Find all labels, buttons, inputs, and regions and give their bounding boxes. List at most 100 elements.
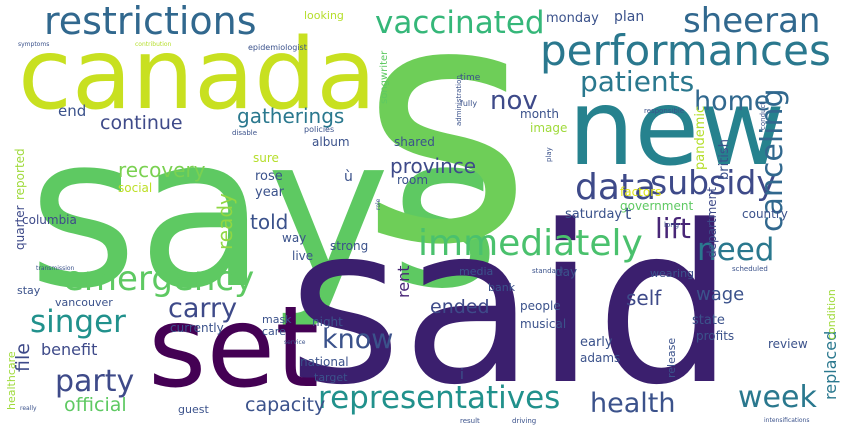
word-performances: performances [540,26,831,75]
word-nov: nov [490,86,538,116]
word-capacity: capacity [245,394,326,416]
word-transmission: transmission [36,265,75,272]
word-standard: standard [532,267,564,275]
word-fully: fully [460,99,478,108]
word-rose: rose [255,169,283,184]
word-new: new [568,67,786,189]
word-stay: stay [17,284,41,297]
word-songwriter: songwriter [379,50,390,104]
word-country: country [742,207,788,221]
word-wearing: wearing [650,267,695,280]
word-room: room [397,173,429,187]
word-i: i [460,367,464,383]
word-home: home [694,86,771,117]
word-data: data [575,167,657,208]
word-ended: ended [430,296,490,318]
word-replaced: replaced [821,330,840,400]
word-official: official [64,394,127,416]
word-week: week [738,380,817,415]
word-profits: profits [696,329,735,343]
word-symptoms: symptoms [18,41,50,48]
word-saturday: saturday [565,207,623,222]
word-strong: strong [330,239,369,253]
word-s: s [360,0,532,317]
word-need: need [697,232,775,268]
word-really: really [20,405,37,412]
word-continue: continue [100,112,183,134]
word-play: play [545,147,553,162]
word-epidemiologist: epidemiologist [248,43,307,52]
word-government: government [620,199,694,213]
word-contribution: contribution [135,41,172,48]
word-told: told [250,210,289,234]
word-care: care [262,325,286,338]
word-month: month [520,107,559,121]
word-album: album [312,135,350,149]
word-patients: patients [580,65,695,98]
word-columbia: columbia [22,213,77,227]
word-british: british [717,139,732,180]
word-scheduled: scheduled [732,265,768,273]
word-driving: driving [512,417,537,425]
word-year: year [255,185,285,200]
word-review: review [768,337,808,351]
word-shared: shared [394,135,435,149]
word-party: party [55,364,135,399]
word-says: says [28,90,500,335]
word-service: service [284,339,306,346]
word-province: province [390,154,477,178]
word-people: people [520,299,561,313]
word-rent: rent [394,265,413,298]
word-release: release [665,337,678,378]
word-intensifications: intensifications [764,417,810,424]
word-sure: sure [253,151,279,165]
word-health: health [590,388,676,419]
word-u-grave: ù [344,169,353,185]
word-image: image [530,121,568,135]
word-department: department [705,187,719,258]
word-t: t [625,204,632,223]
word-said: said [288,180,735,432]
word-media: media [459,265,494,278]
word-subsidy: subsidy [650,163,776,202]
word-end: end [58,102,87,120]
word-long: long [664,221,680,229]
word-role: role [375,198,382,210]
word-singer: singer [30,304,126,340]
word-disable: disable [232,129,258,137]
word-ready: ready [213,193,237,250]
word-know: know [322,324,394,355]
word-sheeran: sheeran [683,1,821,41]
word-administration: administration [455,75,463,126]
word-time: time [460,73,481,83]
word-benefit: benefit [41,340,98,359]
word-vaccinated: vaccinated [375,5,545,41]
word-mask: mask [262,313,292,326]
word-carry: carry [168,293,238,324]
word-canada: canada [18,18,377,132]
word-looking: looking [304,9,344,22]
word-state: state [692,313,725,328]
word-night: night [312,315,343,329]
word-emergency: emergency [63,259,255,299]
word-immediately: immediately [418,223,643,264]
word-early: early [580,335,613,350]
word-factors: factors [620,185,662,199]
word-result: result [460,417,480,425]
word-live: live [292,249,314,263]
word-gatherings: gatherings [237,104,345,128]
word-plan: plan [614,9,645,25]
word-target: target [314,371,348,384]
word-responsible: responsible [644,107,685,115]
word-monday: monday [546,11,599,26]
word-musical: musical [520,317,567,331]
word-restrictions: restrictions [44,0,257,43]
word-vancouver: vancouver [55,296,113,309]
word-pandemic: pandemic [693,105,708,170]
word-reported: reported [13,148,27,200]
word-guest: guest [178,403,209,416]
word-adams: adams [580,351,621,365]
word-social: social [118,181,153,195]
word-healthcare: healthcare [5,351,18,410]
